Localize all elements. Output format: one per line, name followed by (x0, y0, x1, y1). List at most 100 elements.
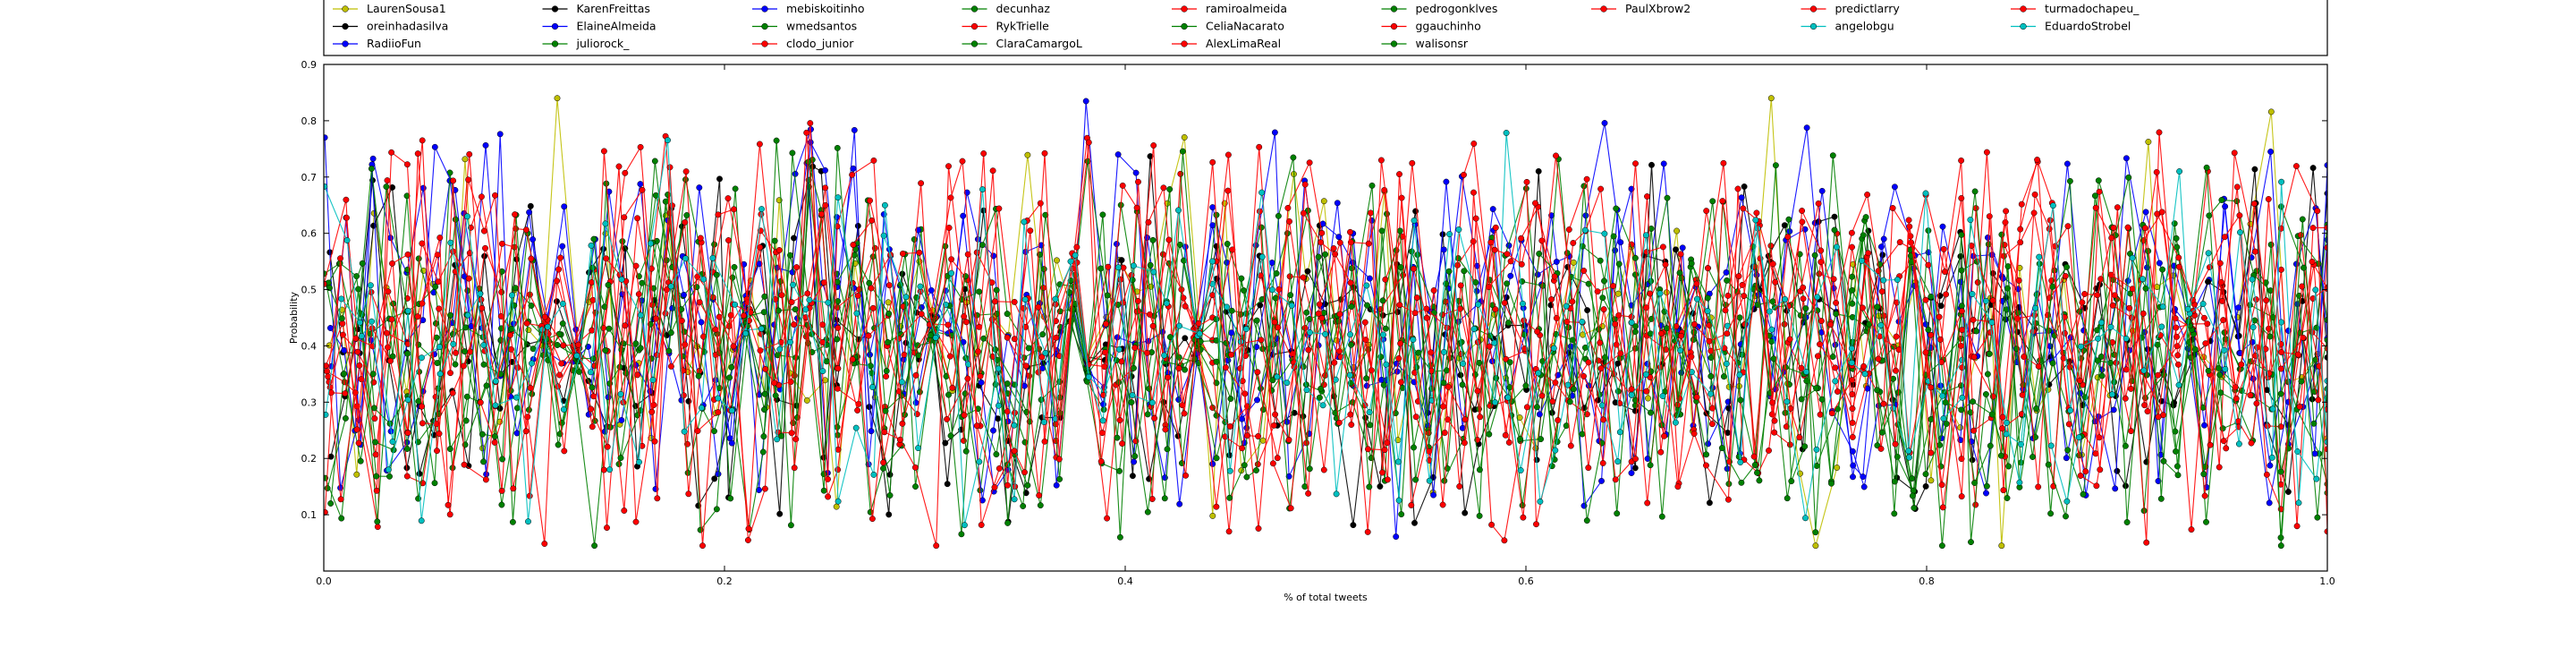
data-point (1905, 448, 1912, 455)
data-point (1938, 542, 1945, 550)
data-point (2145, 139, 2152, 145)
data-point (1379, 297, 1386, 304)
data-point (1722, 307, 1729, 314)
data-point (1958, 303, 1965, 310)
data-point (1831, 213, 1838, 220)
data-point (434, 448, 440, 455)
data-point (1268, 286, 1275, 294)
data-point (1784, 398, 1791, 405)
data-point (2075, 434, 2082, 441)
data-point (2097, 466, 2104, 473)
data-point (2004, 419, 2011, 426)
data-point (2324, 354, 2327, 361)
data-point (526, 209, 533, 216)
data-point (1970, 427, 1978, 434)
data-point (1967, 409, 1974, 416)
data-point (403, 473, 411, 480)
data-point (2049, 360, 2056, 367)
data-point (1105, 263, 1112, 270)
data-point (958, 531, 965, 538)
data-point (1381, 186, 1388, 193)
data-point (945, 163, 952, 170)
data-point (1678, 332, 1684, 339)
data-point (2231, 149, 2238, 157)
data-point (1772, 278, 1779, 286)
data-point (2110, 406, 2117, 414)
data-point (2098, 372, 2106, 379)
data-point (1379, 469, 1385, 476)
data-point (2109, 391, 2115, 398)
data-point (761, 390, 768, 397)
data-point (1054, 257, 1060, 264)
data-point (1657, 290, 1664, 297)
data-point (1144, 508, 1151, 516)
data-point (1703, 208, 1710, 215)
data-point (2251, 248, 2258, 255)
data-point (1815, 200, 1822, 207)
data-point (1958, 308, 1965, 315)
data-point (525, 518, 531, 525)
data-point (1999, 425, 2005, 432)
data-point (1860, 362, 1868, 370)
data-point (1849, 273, 1856, 280)
data-point (2201, 492, 2208, 499)
data-point (1814, 294, 1821, 301)
data-point (760, 433, 767, 440)
legend-label: RadiioFun (367, 37, 421, 50)
data-point (1239, 445, 1246, 452)
data-point (1890, 405, 1897, 412)
data-point (1336, 239, 1343, 246)
data-point (1394, 458, 1402, 465)
data-point (1440, 348, 1447, 355)
data-point (912, 483, 919, 490)
legend-label: EduardoStrobel (2045, 20, 2131, 33)
data-point (761, 485, 768, 492)
data-point (1347, 279, 1354, 286)
data-point (1182, 303, 1189, 310)
data-point (1322, 251, 1329, 258)
data-point (901, 351, 908, 358)
data-point (1492, 399, 1498, 405)
data-point (1225, 528, 1233, 535)
data-point (1409, 159, 1416, 166)
data-point (991, 298, 998, 305)
data-point (1412, 476, 1419, 483)
data-point (1704, 294, 1711, 302)
legend-marker (342, 5, 349, 13)
data-point (870, 157, 877, 164)
data-point (1271, 319, 1278, 326)
data-point (1970, 398, 1977, 405)
data-point (1179, 148, 1186, 155)
data-point (1997, 452, 2004, 459)
data-point (1103, 320, 1109, 328)
data-point (1880, 400, 1887, 407)
data-point (790, 281, 797, 288)
data-point (1724, 292, 1732, 299)
data-point (1410, 337, 1417, 343)
data-point (2129, 254, 2136, 261)
data-point (1862, 214, 1869, 221)
data-point (1704, 265, 1711, 272)
data-point (1275, 324, 1282, 331)
data-point (854, 292, 861, 299)
data-point (1036, 492, 1043, 499)
data-point (368, 166, 375, 172)
data-point (682, 168, 690, 175)
data-point (356, 319, 363, 326)
data-point (1628, 470, 1635, 476)
data-point (1368, 182, 1376, 189)
data-point (1315, 253, 1322, 260)
data-point (1366, 409, 1373, 416)
data-point (436, 371, 444, 378)
data-point (513, 405, 521, 412)
data-point (2301, 264, 2307, 271)
data-point (1027, 227, 1034, 234)
data-point (1657, 448, 1665, 456)
data-point (1040, 266, 1047, 273)
legend-label: ElaineAlmeida (577, 20, 657, 33)
data-point (2237, 229, 2243, 236)
data-point (1462, 416, 1469, 423)
data-point (479, 431, 486, 438)
data-point (2236, 212, 2243, 219)
data-point (2217, 278, 2224, 286)
